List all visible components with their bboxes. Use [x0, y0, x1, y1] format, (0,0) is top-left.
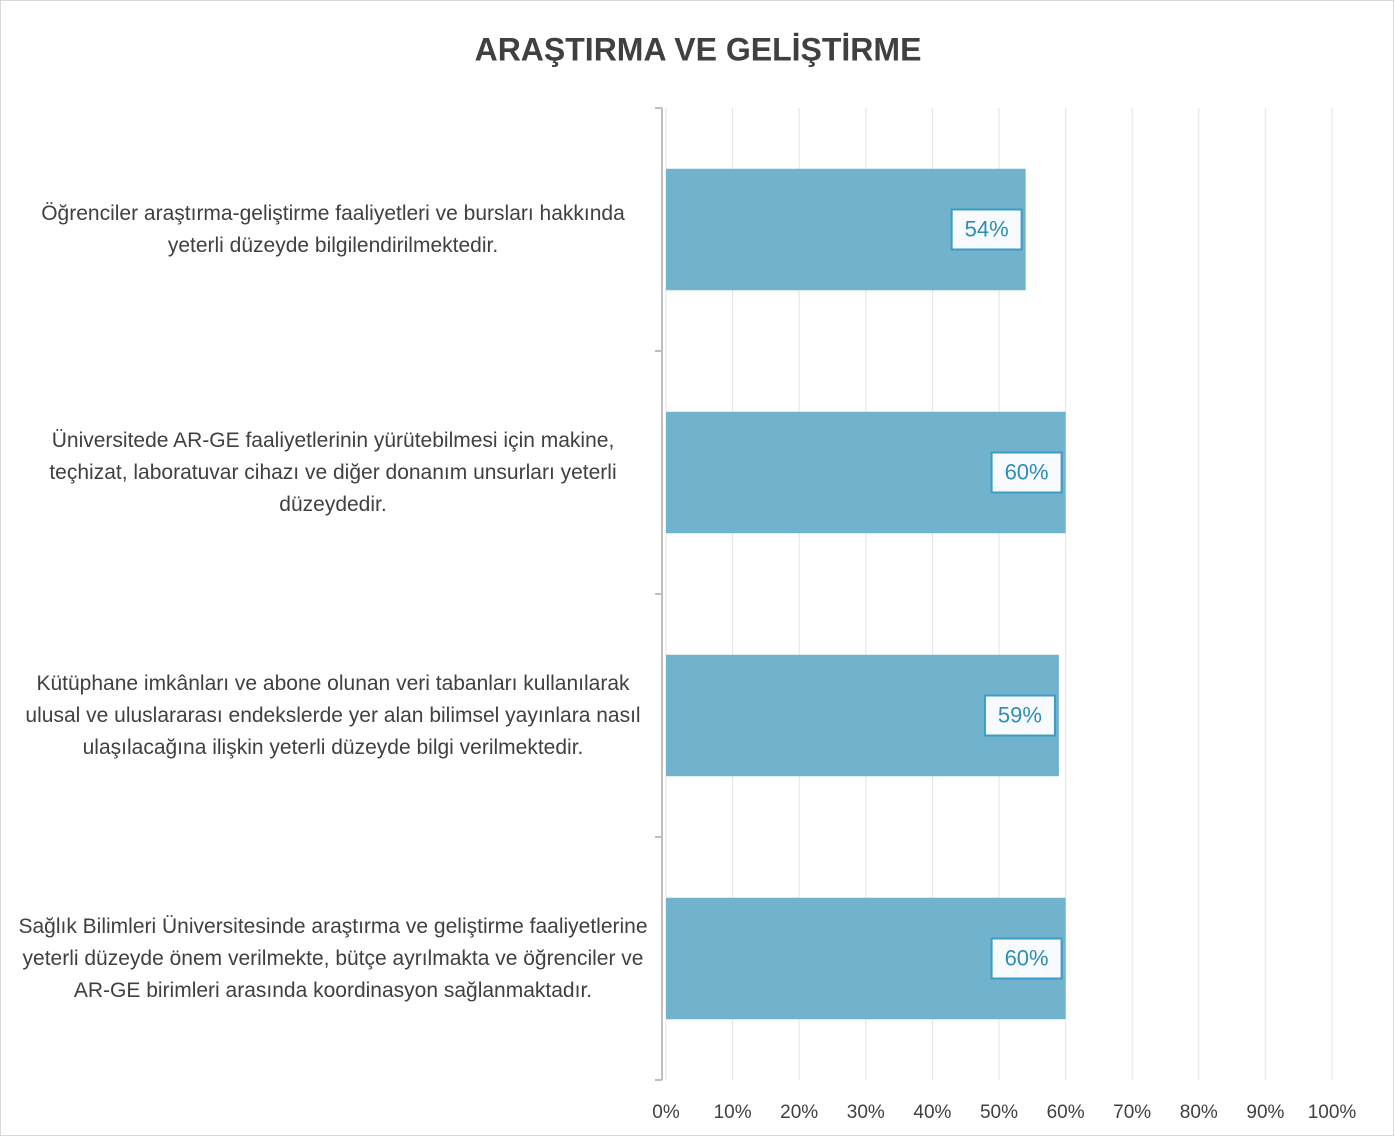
data-label: 60%	[1005, 459, 1049, 484]
x-tick-label: 10%	[714, 1102, 752, 1123]
data-label: 60%	[1005, 945, 1049, 970]
x-tick-label: 50%	[980, 1102, 1018, 1123]
data-label-box	[990, 937, 1063, 980]
data-label: 54%	[965, 216, 1009, 241]
y-tick-label: Kütüphane imkânları ve abone olunan veri…	[25, 671, 641, 759]
x-tick-label: 30%	[847, 1102, 885, 1123]
chart-title: ARAŞTIRMA VE GELİŞTİRME	[475, 31, 922, 67]
x-tick-label: 70%	[1113, 1102, 1151, 1123]
x-tick-label: 80%	[1180, 1102, 1218, 1123]
data-label-box	[990, 451, 1063, 494]
x-tick-label: 90%	[1246, 1102, 1284, 1123]
x-tick-label: 20%	[780, 1102, 818, 1123]
y-tick-label: Üniversitede AR-GE faaliyetlerinin yürüt…	[49, 428, 617, 516]
y-tick-label: Öğrenciler araştırma-geliştirme faaliyet…	[41, 201, 625, 257]
data-label-box	[950, 208, 1023, 251]
x-tick-label: 60%	[1047, 1102, 1085, 1123]
x-tick-label: 100%	[1308, 1102, 1357, 1123]
y-tick-label: Sağlık Bilimleri Üniversitesinde araştır…	[18, 914, 648, 1002]
data-label: 59%	[998, 702, 1042, 727]
x-tick-label: 40%	[913, 1102, 951, 1123]
x-tick-label: 0%	[652, 1102, 680, 1123]
data-label-box	[983, 694, 1056, 737]
